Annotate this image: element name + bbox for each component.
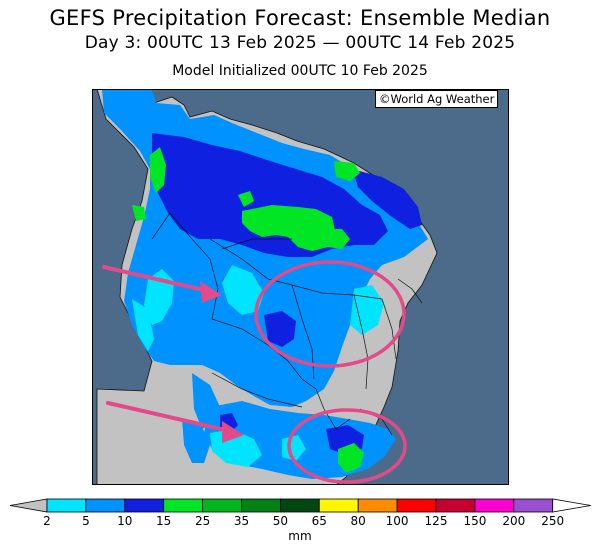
colorbar-tick-label: 80 xyxy=(351,514,366,528)
annotation-arrow-north xyxy=(102,265,222,303)
colorbar-cell-200 xyxy=(513,498,554,513)
colorbar-cell-5 xyxy=(85,498,126,513)
precipitation-map xyxy=(92,89,509,485)
colorbar-tick-label: 150 xyxy=(463,514,486,528)
colorbar-high-extend xyxy=(552,498,591,513)
colorbar-cell-150 xyxy=(474,498,515,513)
precip-15mm-amazon xyxy=(242,205,336,251)
colorbar-tick-label: 100 xyxy=(386,514,409,528)
precip-10mm-central xyxy=(264,311,296,347)
colorbar-low-extend xyxy=(9,498,48,513)
colorbar-tick-label: 65 xyxy=(312,514,327,528)
colorbar-tick-label: 125 xyxy=(425,514,448,528)
colorbar-tick-label: 50 xyxy=(273,514,288,528)
colorbar-cell-2 xyxy=(46,498,87,513)
colorbar-unit-label: mm xyxy=(288,529,311,543)
precip-15mm-north-coast xyxy=(334,161,360,181)
colorbar-tick-label: 15 xyxy=(156,514,171,528)
colorbar-cell-10 xyxy=(124,498,165,513)
colorbar-tick-label: 250 xyxy=(541,514,564,528)
colorbar-tick-label: 35 xyxy=(234,514,249,528)
annotation-circle-southern-brazil xyxy=(287,408,407,484)
colorbar-tick-label: 2 xyxy=(43,514,51,528)
precip-andes-south xyxy=(182,419,210,463)
precip-15mm-south xyxy=(338,443,364,473)
precip-2mm-central xyxy=(222,265,264,315)
precip-2mm-east xyxy=(350,285,384,335)
lake xyxy=(395,374,399,380)
precipitation-colorbar: 2 5 10 15 25 35 50 65 80 100 125 150 200 250 mm xyxy=(9,498,591,543)
colorbar-tick-label: 25 xyxy=(195,514,210,528)
annotation-circle-central-brazil xyxy=(254,260,406,368)
precip-15mm-colombia xyxy=(150,147,166,193)
colorbar-cell-25 xyxy=(202,498,242,513)
colorbar-tick-label: 200 xyxy=(502,514,525,528)
precip-2mm-west xyxy=(132,299,154,351)
precip-15mm-colombia-b xyxy=(132,205,146,221)
precip-andes-strip xyxy=(192,373,220,429)
colorbar-cell-50 xyxy=(279,498,320,513)
credit-label: ©World Ag Weather xyxy=(375,90,499,108)
colorbar-cell-100 xyxy=(396,498,437,513)
forecast-period: Day 3: 00UTC 13 Feb 2025 — 00UTC 14 Feb … xyxy=(84,33,516,53)
map-title: GEFS Precipitation Forecast: Ensemble Me… xyxy=(49,6,551,30)
colorbar-cell-35 xyxy=(241,498,281,513)
colorbar-cell-15 xyxy=(163,498,203,513)
colorbar-tick-label: 5 xyxy=(82,514,90,528)
precip-10mm-east xyxy=(352,169,422,229)
colorbar-tick-label: 10 xyxy=(117,514,132,528)
colorbar-cell-65 xyxy=(318,498,359,513)
colorbar-cell-80 xyxy=(357,498,398,513)
model-init: Model Initialized 00UTC 10 Feb 2025 xyxy=(172,63,428,79)
colorbar-cell-125 xyxy=(435,498,476,513)
precip-15mm-north-coast-b xyxy=(238,191,254,207)
annotation-arrow-south xyxy=(106,401,244,443)
precip-15mm-amazon-b xyxy=(322,229,350,249)
